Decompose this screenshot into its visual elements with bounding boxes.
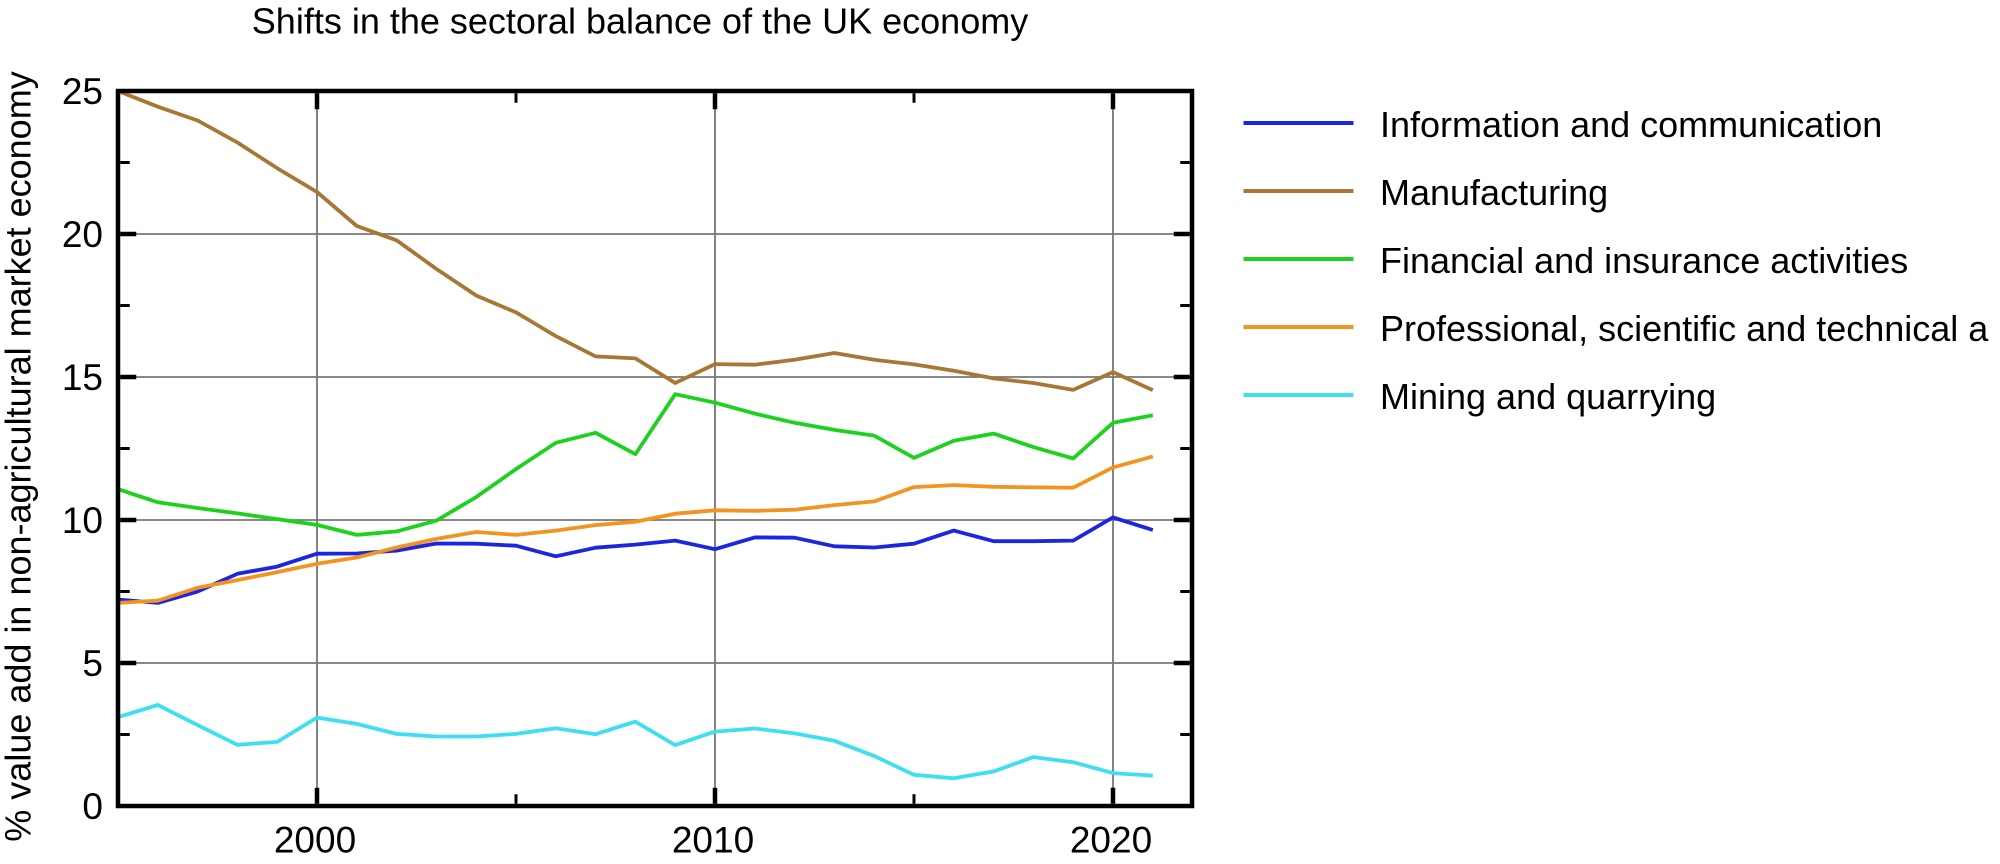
svg-text:Manufacturing: Manufacturing [1380, 172, 1608, 213]
svg-text:Information and communication: Information and communication [1380, 104, 1882, 145]
svg-text:20: 20 [62, 214, 103, 255]
svg-text:Professional, scientific and t: Professional, scientific and technical a [1380, 308, 1989, 349]
svg-text:0: 0 [82, 786, 103, 827]
svg-text:Mining and quarrying: Mining and quarrying [1380, 376, 1716, 417]
svg-text:2000: 2000 [274, 820, 356, 861]
svg-text:Shifts in the sectoral balance: Shifts in the sectoral balance of the UK… [252, 1, 1028, 42]
svg-text:15: 15 [62, 357, 103, 398]
svg-text:25: 25 [62, 71, 103, 112]
svg-text:2010: 2010 [672, 820, 754, 861]
svg-text:Financial and insurance activi: Financial and insurance activities [1380, 240, 1908, 281]
svg-text:10: 10 [62, 500, 103, 541]
svg-text:2020: 2020 [1070, 820, 1152, 861]
svg-text:% value add in non-agricultura: % value add in non-agricultural market e… [0, 71, 39, 841]
svg-text:5: 5 [82, 643, 103, 684]
